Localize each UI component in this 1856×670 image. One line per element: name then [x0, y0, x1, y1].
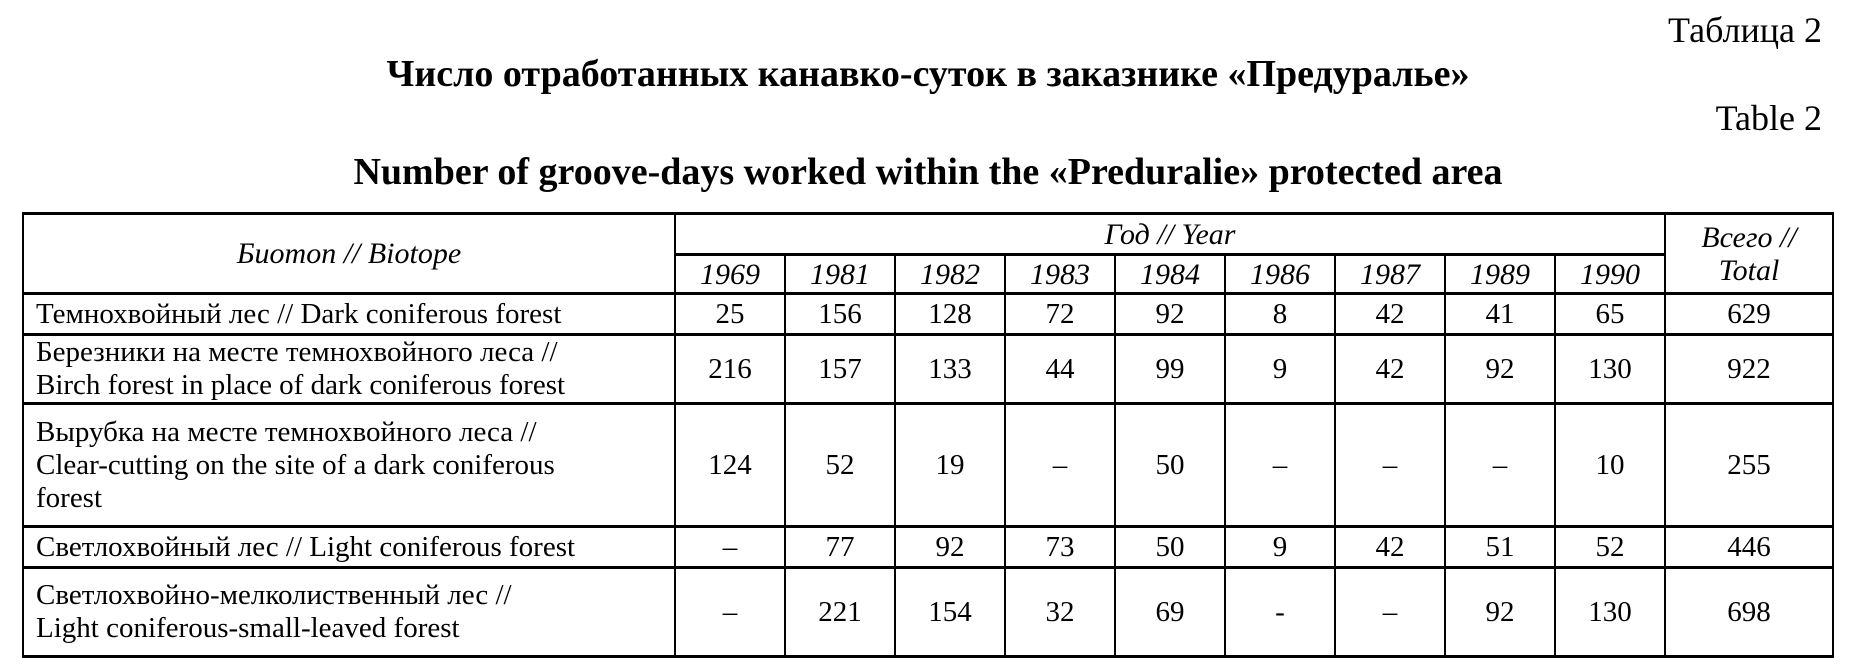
column-header-biotope: Биотоп // Biotope: [22, 212, 676, 295]
column-header-year: 1989: [1444, 253, 1556, 295]
value-cell: 124: [674, 402, 786, 528]
value-cell: 65: [1554, 292, 1666, 336]
column-header-year-group: Год // Year: [674, 212, 1666, 256]
value-cell: 157: [784, 333, 896, 405]
value-cell: 154: [894, 566, 1006, 658]
table-row: Светлохвойный лес // Light coniferous fo…: [22, 525, 1834, 569]
value-cell: 9: [1224, 333, 1336, 405]
value-cell: 216: [674, 333, 786, 405]
table-title-en: Number of groove-days worked within the …: [353, 151, 1503, 193]
table-caption-ru: Таблица 2: [1668, 10, 1822, 50]
value-cell: 77: [784, 525, 896, 569]
table-row: Темнохвойный лес // Dark coniferous fore…: [22, 292, 1834, 336]
value-cell: 41: [1444, 292, 1556, 336]
biotope-cell: Светлохвойно-мелколиственный лес // Ligh…: [22, 566, 676, 658]
value-cell: 92: [894, 525, 1006, 569]
value-cell: –: [674, 525, 786, 569]
value-cell: 99: [1114, 333, 1226, 405]
value-cell: –: [1334, 402, 1446, 528]
value-cell: 52: [784, 402, 896, 528]
value-cell: 92: [1444, 566, 1556, 658]
biotope-cell: Березники на месте темнохвойного леса //…: [22, 333, 676, 405]
table-row: Березники на месте темнохвойного леса //…: [22, 333, 1834, 405]
column-header-total: Всего // Total: [1664, 212, 1834, 295]
value-cell: 69: [1114, 566, 1226, 658]
biotope-cell: Темнохвойный лес // Dark coniferous fore…: [22, 292, 676, 336]
value-cell: 52: [1554, 525, 1666, 569]
value-cell: 42: [1334, 292, 1446, 336]
value-cell: –: [1444, 402, 1556, 528]
column-header-year: 1983: [1004, 253, 1116, 295]
value-cell: 19: [894, 402, 1006, 528]
total-cell: 922: [1664, 333, 1834, 405]
value-cell: 130: [1554, 566, 1666, 658]
column-header-year: 1987: [1334, 253, 1446, 295]
value-cell: 156: [784, 292, 896, 336]
table-body: Темнохвойный лес // Dark coniferous fore…: [22, 292, 1834, 658]
value-cell: 73: [1004, 525, 1116, 569]
value-cell: 42: [1334, 525, 1446, 569]
value-cell: 44: [1004, 333, 1116, 405]
value-cell: 9: [1224, 525, 1336, 569]
value-cell: –: [1334, 566, 1446, 658]
total-cell: 255: [1664, 402, 1834, 528]
biotope-cell: Светлохвойный лес // Light coniferous fo…: [22, 525, 676, 569]
value-cell: 10: [1554, 402, 1666, 528]
value-cell: 92: [1114, 292, 1226, 336]
value-cell: 128: [894, 292, 1006, 336]
value-cell: 92: [1444, 333, 1556, 405]
value-cell: -: [1224, 566, 1336, 658]
value-cell: –: [1004, 402, 1116, 528]
value-cell: 50: [1114, 525, 1226, 569]
value-cell: 72: [1004, 292, 1116, 336]
value-cell: 51: [1444, 525, 1556, 569]
column-header-year: 1986: [1224, 253, 1336, 295]
value-cell: –: [674, 566, 786, 658]
table-row: Вырубка на месте темнохвойного леса // C…: [22, 402, 1834, 528]
value-cell: 50: [1114, 402, 1226, 528]
biotope-cell: Вырубка на месте темнохвойного леса // C…: [22, 402, 676, 528]
table-title-ru: Число отработанных канавко-суток в заказ…: [386, 53, 1470, 95]
table-header: Биотоп // Biotope Год // Year Всего // T…: [22, 212, 1834, 295]
value-cell: 130: [1554, 333, 1666, 405]
groove-days-table: Биотоп // Biotope Год // Year Всего // T…: [22, 212, 1834, 658]
total-cell: 698: [1664, 566, 1834, 658]
column-header-year: 1984: [1114, 253, 1226, 295]
column-header-year: 1982: [894, 253, 1006, 295]
table-caption-en: Table 2: [1715, 98, 1822, 138]
header-row-years: 1969 1981 1982 1983 1984 1986 1987 1989 1990: [23, 253, 1833, 295]
total-cell: 629: [1664, 292, 1834, 336]
table-row: Светлохвойно-мелколиственный лес // Ligh…: [22, 566, 1834, 658]
value-cell: 25: [674, 292, 786, 336]
value-cell: 133: [894, 333, 1006, 405]
total-cell: 446: [1664, 525, 1834, 569]
header-row-top: Биотоп // Biotope Год // Year Всего // T…: [22, 212, 1834, 295]
value-cell: –: [1224, 402, 1336, 528]
value-cell: 8: [1224, 292, 1336, 336]
column-header-year: 1990: [1554, 253, 1666, 295]
column-header-year: 1969: [674, 253, 786, 295]
value-cell: 32: [1004, 566, 1116, 658]
column-header-year: 1981: [784, 253, 896, 295]
value-cell: 221: [784, 566, 896, 658]
value-cell: 42: [1334, 333, 1446, 405]
